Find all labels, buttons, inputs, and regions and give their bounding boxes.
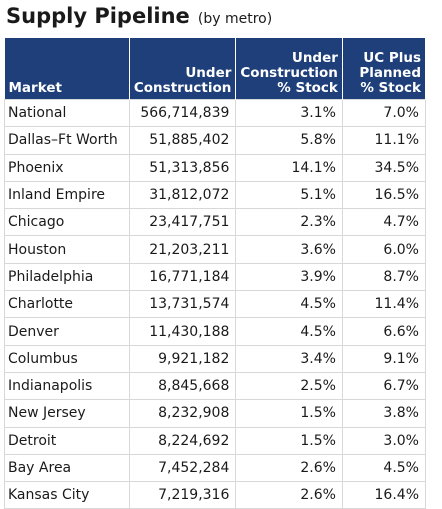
header-line: Construction [240,65,338,81]
title-block: Supply Pipeline (by metro) [6,4,272,34]
market-cell: Columbus [4,344,130,373]
column-header: Market [4,38,130,100]
value-cell: 4.5% [235,290,343,319]
header-line: Under [291,50,338,66]
value-cell: 16,771,184 [128,262,237,292]
value-cell: 5.8% [235,126,343,155]
market-cell: Houston [4,235,130,264]
table-row: Phoenix 51,313,856 14.1% 34.5% [4,153,427,182]
value-cell: 9,921,182 [128,344,237,373]
table-row: Inland Empire 31,812,072 5.1% 16.5% [4,180,427,210]
value-cell: 1.5% [235,426,343,455]
table-row: Dallas–Ft Worth 51,885,402 5.8% 11.1% [4,126,427,155]
header-line: Market [8,80,62,96]
value-cell: 3.4% [235,344,343,373]
market-cell: New Jersey [4,399,130,428]
header-line: % Stock [360,80,421,96]
value-cell: 9.1% [341,344,427,373]
market-cell: Inland Empire [4,180,130,210]
header-row: Market Under Construction Under Construction… [4,38,427,100]
value-cell: 21,203,211 [128,235,237,264]
value-cell: 4.7% [341,208,427,237]
value-cell: 5.1% [235,180,343,210]
value-cell: 8,224,692 [128,426,237,455]
value-cell: 1.5% [235,399,343,428]
value-cell: 7.0% [341,98,427,128]
column-header: Under Construction% Stock [235,38,343,100]
table-body: National 566,714,839 3.1% 7.0% Dallas–Ft Wor… [4,98,427,509]
table-row: Detroit 8,224,692 1.5% 3.0% [4,426,427,455]
table-row: Bay Area 7,452,284 2.6% 4.5% [4,453,427,483]
value-cell: 14.1% [235,153,343,182]
table-row: New Jersey 8,232,908 1.5% 3.8% [4,399,427,428]
value-cell: 51,885,402 [128,126,237,155]
market-cell: Kansas City [4,481,130,509]
value-cell: 566,714,839 [128,98,237,128]
market-cell: Philadelphia [4,262,130,292]
value-cell: 13,731,574 [128,290,237,319]
table-row: Houston 21,203,211 3.6% 6.0% [4,235,427,264]
market-cell: Charlotte [4,290,130,319]
value-cell: 34.5% [341,153,427,182]
table-row: Columbus 9,921,182 3.4% 9.1% [4,344,427,373]
value-cell: 2.3% [235,208,343,237]
column-header: UC Plus Planned% Stock [342,38,427,100]
header-line: UC Plus [363,50,421,66]
market-cell: Bay Area [4,453,130,483]
value-cell: 23,417,751 [128,208,237,237]
table-row: Indianapolis 8,845,668 2.5% 6.7% [4,371,427,401]
market-cell: National [4,98,130,128]
market-cell: Denver [4,317,130,346]
header-line: Construction [133,80,232,96]
table-row: Charlotte 13,731,574 4.5% 11.4% [4,290,427,319]
value-cell: 31,812,072 [128,180,237,210]
market-cell: Phoenix [4,153,130,182]
subtitle: (by metro) [197,11,273,27]
header-line: Under [185,65,232,81]
market-cell: Dallas–Ft Worth [4,126,130,155]
value-cell: 3.1% [235,98,343,128]
column-header: Under Construction [129,38,237,100]
value-cell: 3.9% [235,262,343,292]
table-row: Denver 11,430,188 4.5% 6.6% [4,317,427,346]
table-row: Kansas City 7,219,316 2.6% 16.4% [4,481,427,509]
value-cell: 2.6% [235,481,343,509]
market-cell: Indianapolis [4,371,130,401]
data-table: Market Under Construction Under Construction… [4,38,427,509]
table-row: National 566,714,839 3.1% 7.0% [4,98,427,128]
value-cell: 3.0% [341,426,427,455]
value-cell: 4.5% [341,453,427,483]
value-cell: 7,219,316 [128,481,237,509]
value-cell: 11.1% [341,126,427,155]
value-cell: 3.6% [235,235,343,264]
value-cell: 11.4% [341,290,427,319]
value-cell: 4.5% [235,317,343,346]
value-cell: 6.7% [341,371,427,401]
value-cell: 6.0% [341,235,427,264]
value-cell: 7,452,284 [128,453,237,483]
value-cell: 2.5% [235,371,343,401]
value-cell: 8,232,908 [128,399,237,428]
value-cell: 51,313,856 [128,153,237,182]
header-line: % Stock [277,80,338,96]
value-cell: 8.7% [341,262,427,292]
value-cell: 8,845,668 [128,371,237,401]
value-cell: 16.4% [341,481,427,509]
value-cell: 3.8% [341,399,427,428]
value-cell: 6.6% [341,317,427,346]
title: Supply Pipeline [6,4,190,28]
market-cell: Detroit [4,426,130,455]
value-cell: 2.6% [235,453,343,483]
header-line: Planned [359,65,421,81]
value-cell: 11,430,188 [128,317,237,346]
table-row: Chicago 23,417,751 2.3% 4.7% [4,208,427,237]
market-cell: Chicago [4,208,130,237]
table-row: Philadelphia 16,771,184 3.9% 8.7% [4,262,427,292]
value-cell: 16.5% [341,180,427,210]
